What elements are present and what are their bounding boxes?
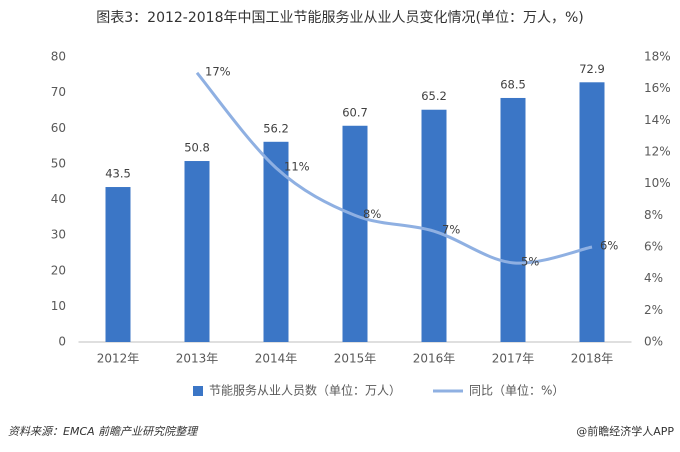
line — [195, 71, 593, 265]
value-label: 43.5 — [105, 167, 131, 181]
y-tick-label: 50 — [51, 156, 66, 170]
y2-tick-label: 0% — [644, 335, 663, 349]
y-tick-label: 10 — [51, 299, 66, 313]
value-label: 11% — [284, 159, 310, 173]
y2-tick-label: 4% — [644, 271, 663, 285]
chart-title: 图表3：2012-2018年中国工业节能服务业从业人员变化情况(单位：万人，%) — [96, 10, 583, 26]
y2-tick-label: 14% — [644, 113, 671, 127]
bar — [105, 187, 131, 342]
y2-tick-label: 6% — [644, 240, 663, 254]
value-label: 50.8 — [184, 141, 210, 155]
x-tick-label: 2014年 — [255, 352, 298, 366]
value-label: 60.7 — [342, 105, 368, 119]
value-label: 7% — [442, 223, 460, 237]
legend-label: 同比（单位：%） — [469, 383, 564, 398]
x-tick-label: 2016年 — [413, 352, 456, 366]
x-tick-label: 2017年 — [492, 352, 535, 366]
x-tick-label: 2015年 — [334, 352, 377, 366]
bar — [342, 125, 368, 342]
value-label: 6% — [600, 239, 618, 253]
bar — [579, 82, 605, 342]
value-label: 72.9 — [579, 62, 605, 76]
y2-tick-label: 10% — [644, 176, 671, 190]
x-tick-label: 2018年 — [571, 352, 614, 366]
y-tick-label: 70 — [51, 85, 66, 99]
y2-tick-label: 16% — [644, 81, 671, 95]
legend-swatch — [193, 386, 203, 396]
y-tick-label: 80 — [51, 50, 66, 64]
y-tick-label: 30 — [51, 228, 66, 242]
value-label: 17% — [205, 64, 231, 78]
value-label: 56.2 — [263, 121, 289, 135]
x-tick-label: 2012年 — [97, 352, 140, 366]
y2-tick-label: 12% — [644, 145, 671, 159]
credit: @前瞻经济学人APP — [576, 424, 674, 438]
source: 资料来源：EMCA 前瞻产业研究院整理 — [8, 425, 199, 438]
bar — [500, 97, 526, 342]
y2-tick-label: 18% — [644, 50, 671, 64]
legend-label: 节能服务从业人员数（单位：万人） — [209, 383, 401, 398]
y-tick-label: 20 — [51, 263, 66, 277]
x-tick-label: 2013年 — [176, 352, 219, 366]
y2-tick-label: 2% — [644, 303, 663, 317]
bar — [184, 161, 210, 342]
y-tick-label: 0 — [58, 335, 66, 349]
value-label: 5% — [521, 254, 539, 268]
y2-tick-label: 8% — [644, 208, 663, 222]
value-label: 65.2 — [421, 89, 447, 103]
value-label: 8% — [363, 207, 381, 221]
y-tick-label: 60 — [51, 121, 66, 135]
value-label: 68.5 — [500, 77, 526, 91]
y-tick-label: 40 — [51, 192, 66, 206]
bar — [421, 109, 447, 342]
